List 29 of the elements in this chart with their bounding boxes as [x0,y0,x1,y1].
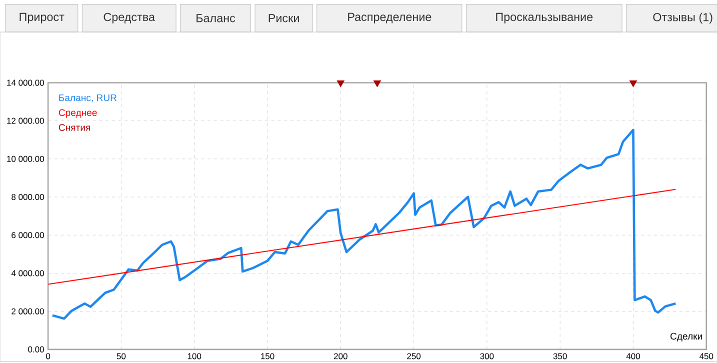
x-tick-label: 0 [46,353,50,360]
y-tick-label: 4 000.00 [11,270,44,276]
y-tick-label: 8 000.00 [12,194,44,200]
x-tick-label: 50 [116,353,126,360]
text: Снятия [58,124,90,132]
text: Среднее [58,109,97,118]
y-tick-label: 6 000.00 [12,232,44,238]
y-tick-label: 14 000.00 [7,80,44,86]
x-tick-label: 400 [626,353,640,360]
x-tick-label: 350 [553,353,567,360]
text: Средства [104,12,155,24]
text: Отзывы (1) [653,12,712,24]
y-tick-label: 2 000.00 [12,308,44,314]
y-tick-label: 0.00 [28,346,44,353]
x-tick-label: 300 [480,353,494,360]
text: Баланс, RUR [59,94,117,102]
x-axis-title: Сделки [670,332,702,342]
x-tick-label: 150 [261,353,274,360]
x-tick-label: 450 [699,353,714,360]
text: Проскальзывание [496,13,593,24]
y-tick-label: 10 000.00 [7,156,44,162]
y-tick-label: 12 000.00 [7,118,44,124]
x-tick-label: 250 [407,353,421,360]
text: Распределение [348,13,432,24]
text: Баланс [196,14,236,22]
text: Риски [268,14,299,22]
x-tick-label: 200 [334,353,348,360]
x-tick-label: 100 [188,353,202,360]
text: Прирост [20,13,64,24]
